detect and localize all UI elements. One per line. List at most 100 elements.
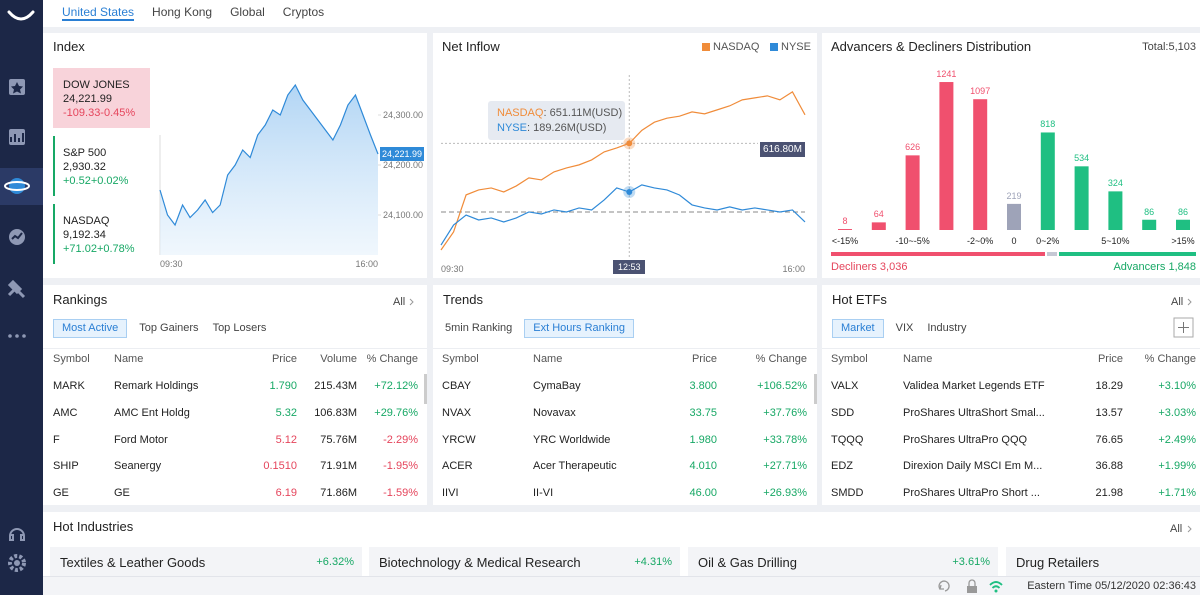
cell-volume: 106.83M (314, 406, 357, 419)
sidebar-markets[interactable] (4, 178, 30, 194)
panel (822, 285, 1200, 505)
panel-title: Rankings (53, 292, 108, 307)
cell-change: +26.93% (763, 487, 807, 499)
cell-symbol: SHIP (53, 460, 79, 473)
cell-symbol: IIVI (442, 487, 459, 499)
cell-name: Ford Motor (114, 433, 168, 446)
cell-price: 0.1510 (263, 460, 297, 473)
bar-category-label: -10~-5% (895, 236, 930, 246)
cell-price: 1.980 (689, 433, 717, 446)
cell-symbol: TQQQ (831, 433, 864, 446)
industry-name: Biotechnology & Medical Research (379, 555, 581, 570)
level-label: 616.80M (760, 142, 805, 157)
sub-tab[interactable]: Ext Hours Ranking (524, 319, 634, 338)
cell-name: Remark Holdings (114, 380, 199, 392)
sub-tab[interactable]: 5min Ranking (445, 322, 513, 334)
industry-change: +6.32% (316, 556, 354, 568)
advancers-label: Advancers 1,848 (1113, 261, 1196, 273)
tooltip-value: : 189.26M(USD) (526, 122, 607, 134)
cell-name: ProShares UltraPro QQQ (903, 433, 1028, 446)
cell-name: CymaBay (533, 380, 581, 392)
all-link[interactable]: All (1171, 296, 1184, 308)
panel (822, 33, 1200, 278)
tooltip-series: NYSE (497, 122, 527, 134)
industry-change: +4.31% (634, 556, 672, 568)
bar-category-label: >15% (1171, 236, 1195, 246)
panel-title: Advancers & Decliners Distribution (831, 39, 1032, 54)
cell-price: 4.010 (689, 460, 717, 473)
status-clock: Eastern Time 05/12/2020 02:36:43 (1027, 580, 1196, 592)
sidebar-more[interactable] (8, 334, 26, 338)
cell-volume: 71.86M (320, 487, 357, 499)
legend-label: NASDAQ (713, 41, 760, 53)
tab-group: 5min Ranking Ext Hours Ranking (443, 319, 634, 338)
sidebar-news[interactable] (9, 229, 25, 245)
cell-change: -1.95% (383, 460, 418, 473)
tooltip: NASDAQ: 651.11M(USD) NYSE: 189.26M(USD) (488, 101, 625, 140)
cell-change: +27.71% (763, 460, 807, 473)
nav-tab[interactable]: United States (62, 5, 135, 21)
bar-value-label: 818 (1040, 119, 1056, 130)
cell-name: AMC Ent Holdg (114, 406, 190, 419)
all-link[interactable]: All (393, 296, 406, 308)
quote-name: S&P 500 (63, 147, 107, 159)
tooltip-series: NASDAQ (497, 107, 544, 119)
cell-symbol: ACER (442, 460, 473, 473)
cell-change: +1.71% (1158, 487, 1196, 499)
sub-tab[interactable]: Industry (927, 322, 967, 334)
cell-name: Novavax (533, 406, 576, 419)
tooltip-row: NASDAQ: 651.11M(USD) (497, 107, 622, 119)
nav-tab[interactable]: Hong Kong (152, 5, 213, 19)
cell-price: 5.12 (275, 433, 297, 446)
cell-symbol: NVAX (442, 406, 472, 419)
x-tick-label: 12:53 (613, 260, 646, 274)
sub-tab[interactable]: Top Gainers (139, 322, 199, 334)
cell-change: +1.99% (1158, 460, 1196, 473)
nav-tab[interactable]: Global (230, 5, 265, 19)
all-link[interactable]: All (1170, 523, 1183, 535)
column-header: Volume (320, 353, 357, 365)
sub-tab[interactable]: Top Losers (212, 322, 267, 334)
bar-value-label: 86 (1177, 206, 1188, 217)
sidebar-support[interactable] (9, 528, 25, 541)
cell-symbol: CBAY (442, 380, 472, 392)
quote-change: +71.02+0.78% (63, 243, 135, 255)
bar-value-label: 86 (1144, 206, 1155, 217)
cell-price: 18.29 (1095, 380, 1123, 392)
cell-change: -1.59% (383, 487, 418, 499)
tab-group: Most Active Top Gainers Top Losers (53, 319, 268, 338)
panel-title: Hot ETFs (832, 292, 887, 307)
column-header: Price (271, 353, 297, 365)
cell-symbol: EDZ (831, 460, 853, 473)
header-separator (433, 348, 817, 349)
sub-tab[interactable]: Most Active (53, 319, 128, 338)
sub-tab[interactable]: Market (832, 319, 884, 338)
cell-change: +2.49% (1158, 433, 1196, 446)
quote-price: 24,221.99 (63, 93, 112, 105)
cell-price: 46.00 (689, 487, 717, 499)
sub-tab[interactable]: VIX (895, 322, 914, 334)
x-tick-label: 09:30 (441, 264, 464, 274)
cell-symbol: SMDD (831, 487, 864, 499)
column-header: Name (533, 353, 563, 365)
quote-price: 9,192.34 (63, 229, 106, 241)
quote-change: +0.52+0.02% (63, 175, 129, 187)
quote-card[interactable] (53, 204, 150, 264)
quote-card[interactable] (53, 136, 150, 196)
sidebar-watchlist[interactable] (9, 79, 25, 95)
column-header: % Change (366, 353, 418, 365)
cell-change: +3.03% (1158, 406, 1196, 419)
sidebar-portfolio[interactable] (9, 129, 25, 145)
sidebar-trade[interactable] (7, 279, 26, 299)
cell-volume: 215.43M (314, 380, 357, 392)
panel-title: Trends (443, 292, 483, 307)
x-tick-label: 09:30 (160, 259, 183, 269)
nav-tab[interactable]: Cryptos (282, 5, 325, 19)
sidebar-settings[interactable] (8, 554, 26, 572)
bar-value-label: 534 (1074, 153, 1090, 164)
bar-category-label: <-15% (831, 236, 859, 246)
quote-card[interactable] (53, 68, 150, 128)
quote-price: 2,930.32 (63, 161, 106, 173)
bar-value-label: 1097 (970, 86, 991, 97)
panel-title: Net Inflow (442, 39, 500, 54)
